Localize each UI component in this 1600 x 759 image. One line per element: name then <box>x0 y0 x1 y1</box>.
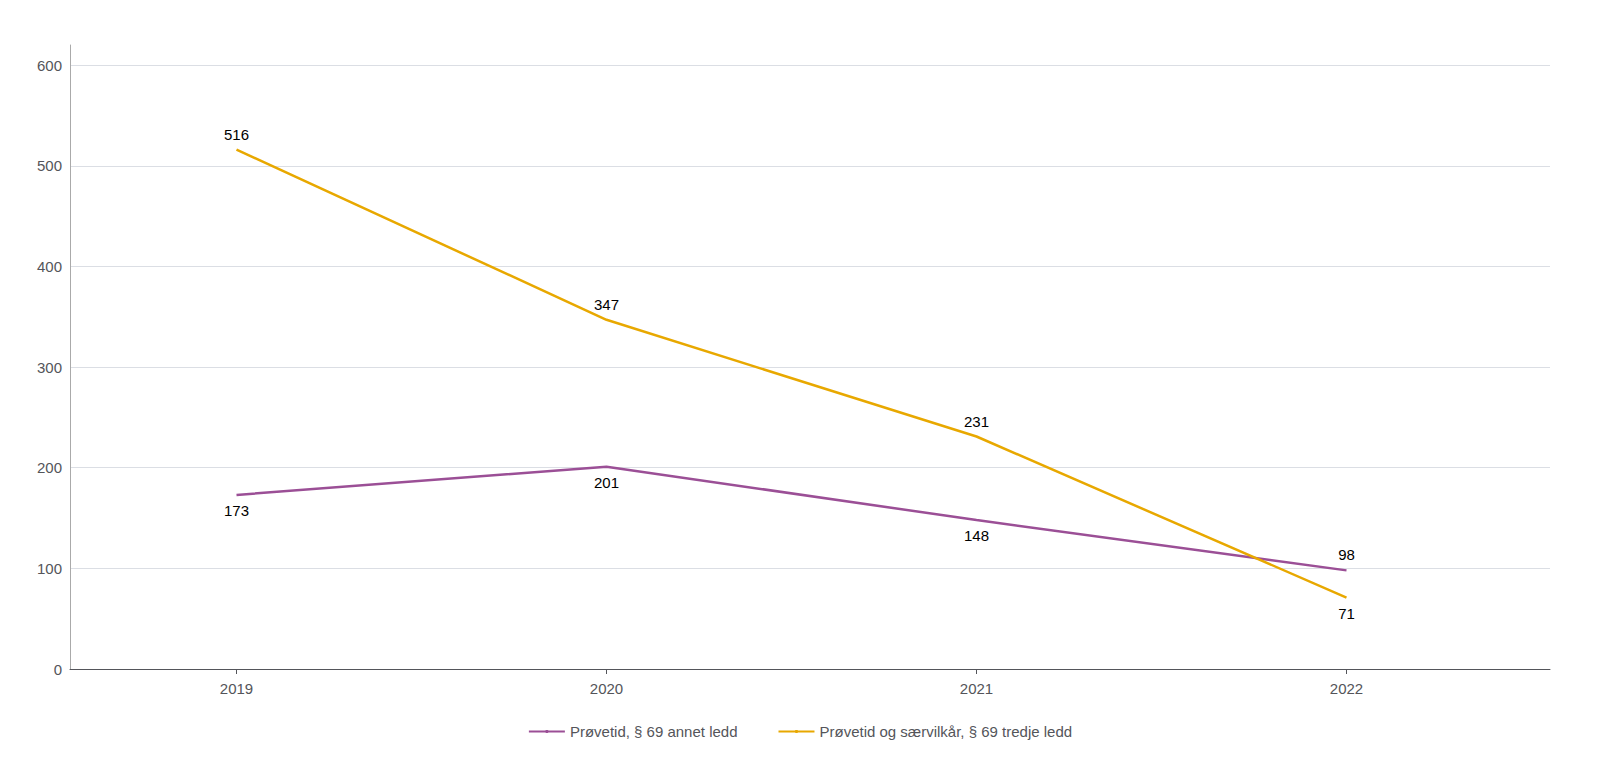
svg-text:200: 200 <box>37 459 62 476</box>
svg-text:201: 201 <box>594 474 619 491</box>
svg-text:98: 98 <box>1338 546 1355 563</box>
svg-text:2020: 2020 <box>590 680 623 697</box>
svg-text:173: 173 <box>224 502 249 519</box>
svg-text:400: 400 <box>37 258 62 275</box>
svg-text:100: 100 <box>37 560 62 577</box>
svg-text:347: 347 <box>594 296 619 313</box>
svg-text:600: 600 <box>37 57 62 74</box>
svg-text:231: 231 <box>964 413 989 430</box>
svg-text:Prøvetid og særvilkår, § 69 tr: Prøvetid og særvilkår, § 69 tredje ledd <box>819 723 1072 740</box>
svg-text:71: 71 <box>1338 605 1355 622</box>
svg-text:300: 300 <box>37 359 62 376</box>
svg-text:2022: 2022 <box>1330 680 1363 697</box>
svg-text:2019: 2019 <box>220 680 253 697</box>
svg-text:516: 516 <box>224 126 249 143</box>
svg-text:0: 0 <box>54 661 62 678</box>
svg-text:2021: 2021 <box>960 680 993 697</box>
svg-text:500: 500 <box>37 157 62 174</box>
svg-text:Prøvetid, § 69 annet ledd: Prøvetid, § 69 annet ledd <box>570 723 738 740</box>
svg-text:148: 148 <box>964 527 989 544</box>
